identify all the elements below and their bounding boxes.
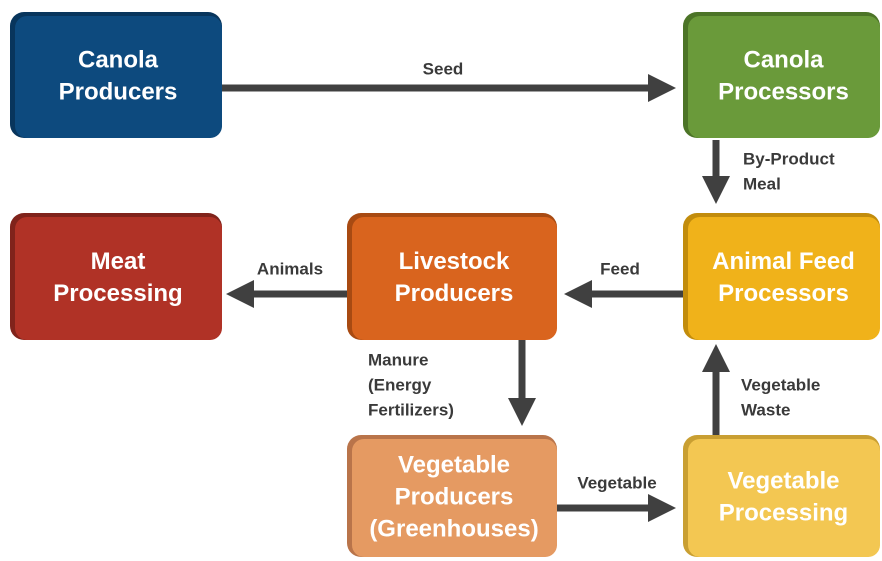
edge-label: Animals [257, 259, 323, 278]
node [15, 16, 222, 138]
node [352, 217, 557, 340]
node-label: Meat [91, 248, 146, 275]
node [688, 16, 880, 138]
edge-label: Manure [368, 350, 428, 369]
node-label: Animal Feed [712, 248, 855, 275]
node-label: Producers [395, 483, 514, 510]
node [688, 439, 880, 557]
node-label: Livestock [399, 248, 510, 275]
node-label: Processors [718, 78, 849, 105]
node-label: Processing [719, 499, 848, 526]
edge-label: Fertilizers) [368, 400, 454, 419]
node [688, 217, 880, 340]
shapes [222, 74, 730, 522]
edge-label: Seed [423, 59, 464, 78]
edge-label: Vegetable [741, 375, 820, 394]
node [352, 439, 557, 557]
node-label: Canola [78, 46, 159, 73]
edge-label: (Energy [368, 375, 432, 394]
node-label: Vegetable [727, 467, 839, 494]
edge-label: Feed [600, 259, 640, 278]
node-label: Processors [718, 280, 849, 307]
node-label: Producers [395, 280, 514, 307]
node-label: Processing [53, 280, 182, 307]
node-label: (Greenhouses) [369, 515, 538, 542]
node [15, 217, 222, 340]
edge-label: By-Product [743, 149, 835, 168]
node-label: Producers [59, 78, 178, 105]
node-label: Canola [743, 46, 824, 73]
node-label: Vegetable [398, 451, 510, 478]
edge-label: Meal [743, 174, 781, 193]
edge-label: Vegetable [577, 473, 656, 492]
edge-label: Waste [741, 400, 790, 419]
